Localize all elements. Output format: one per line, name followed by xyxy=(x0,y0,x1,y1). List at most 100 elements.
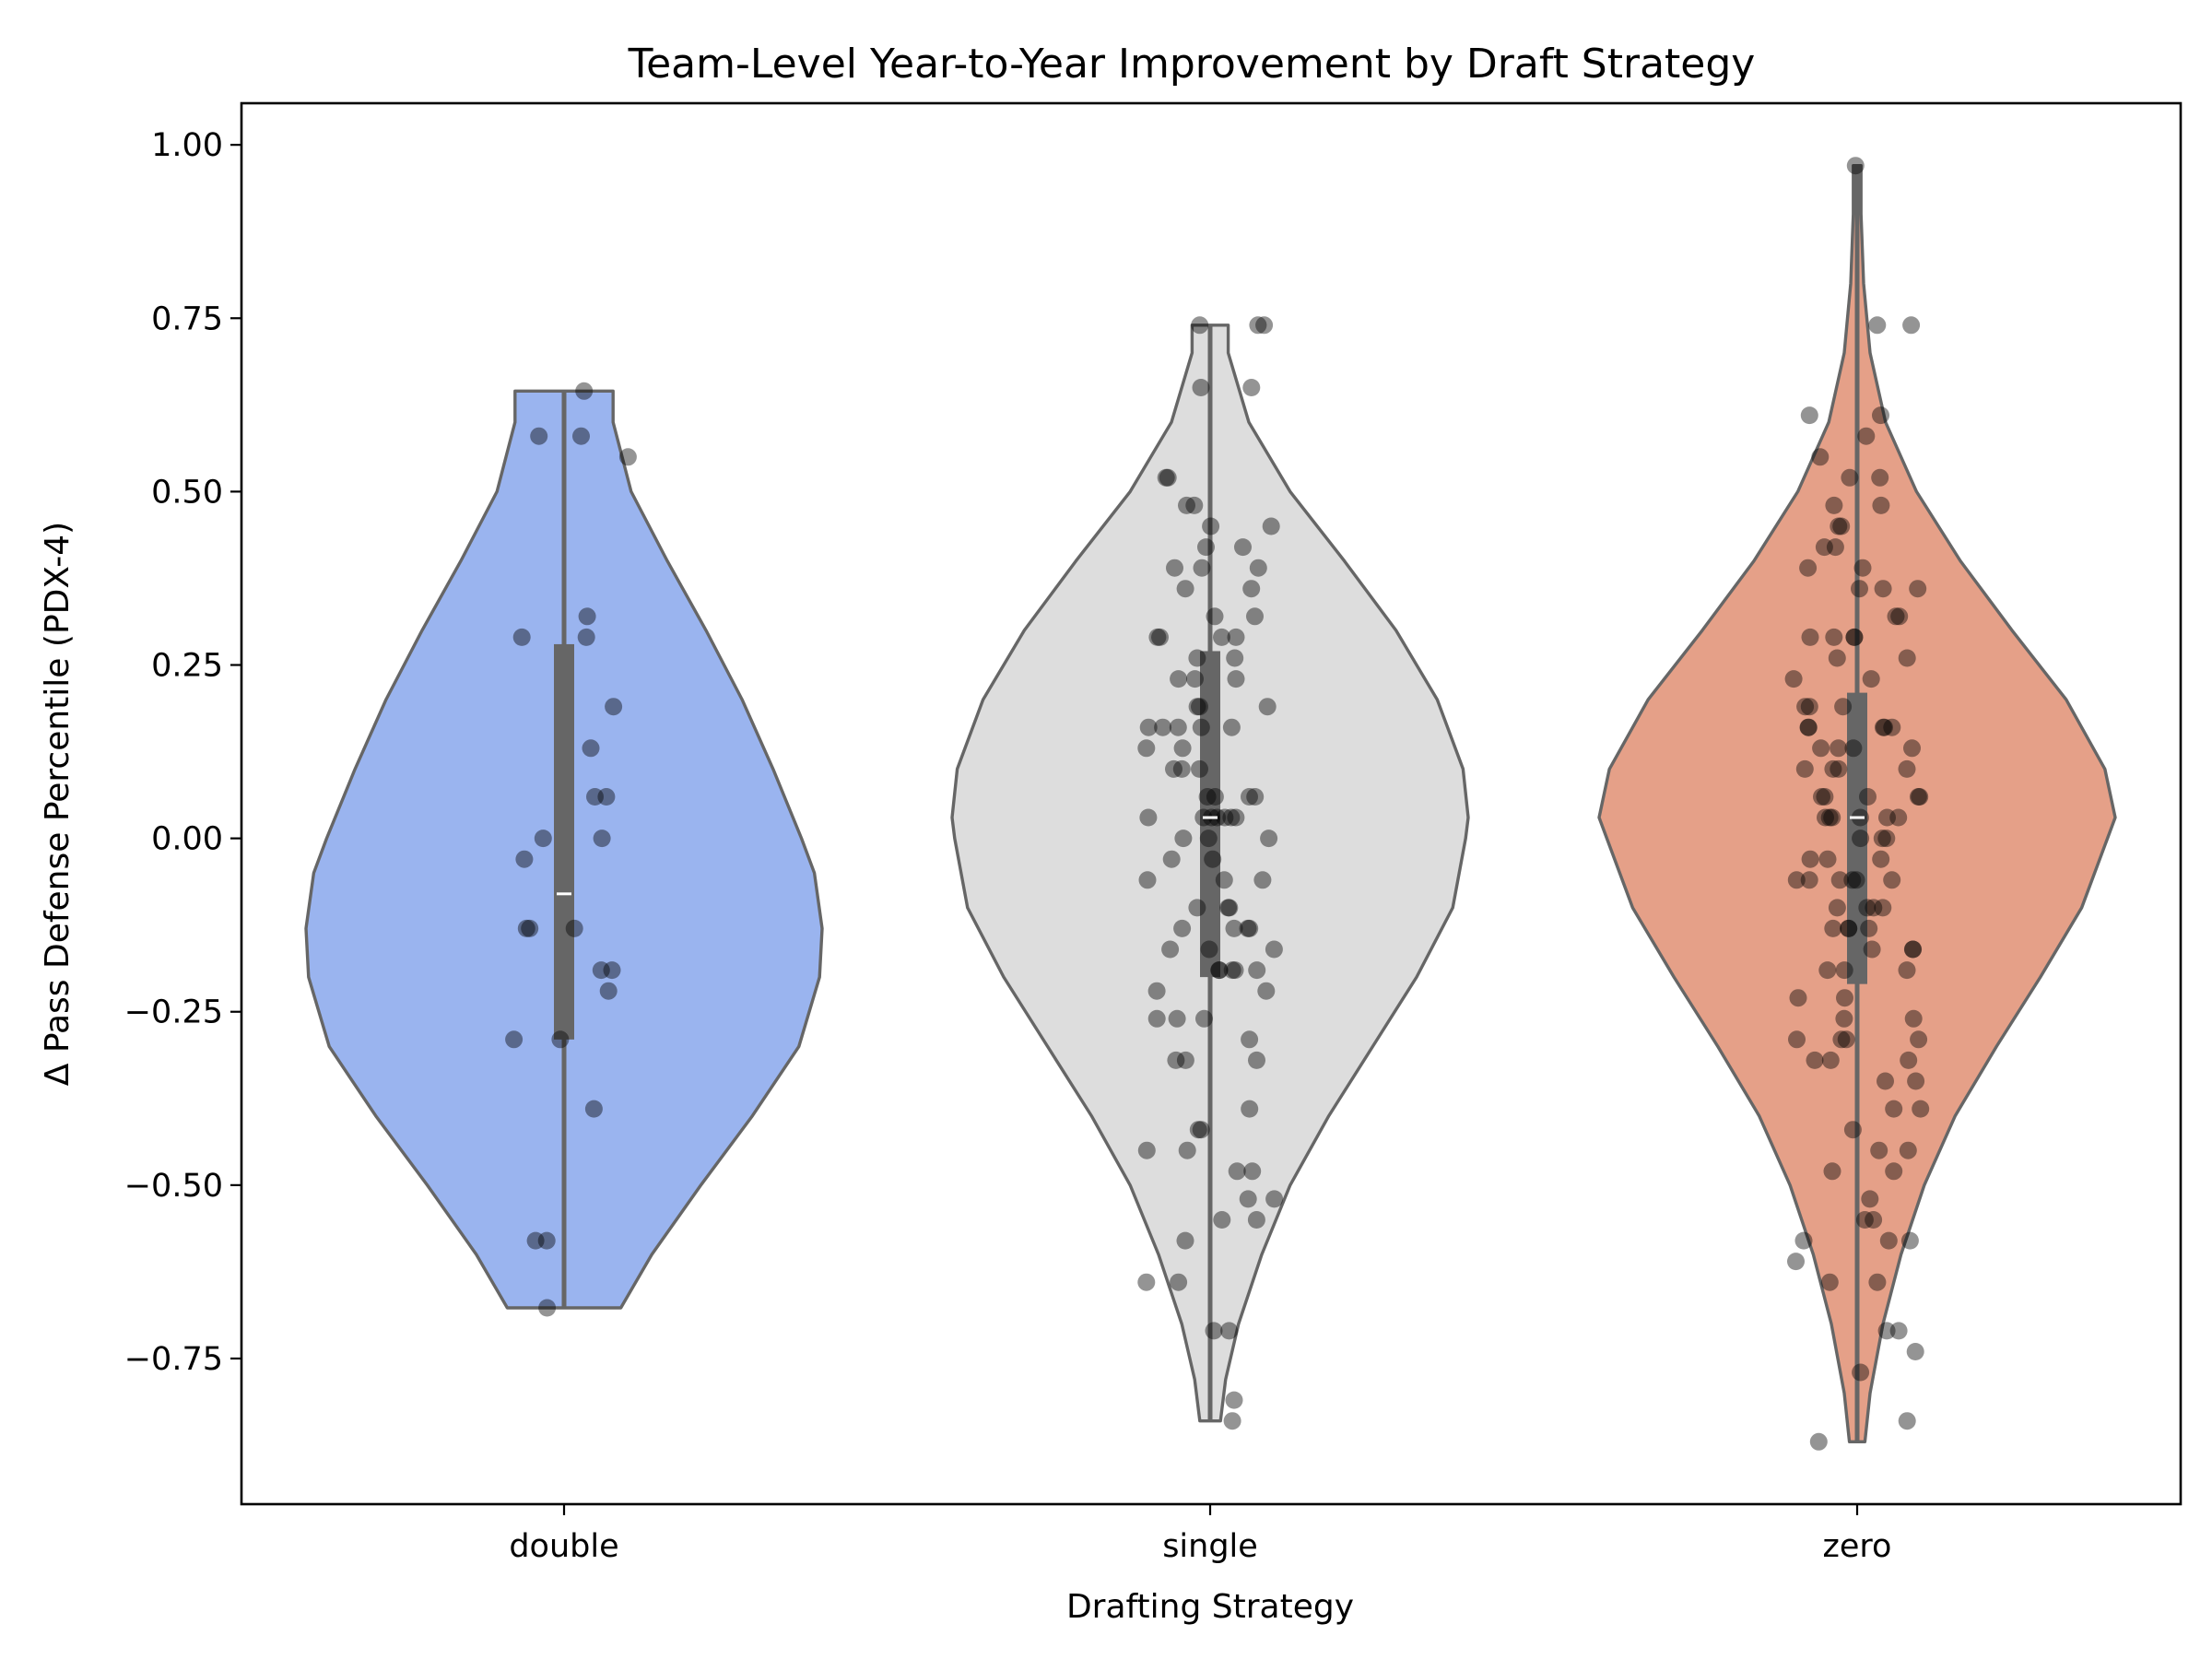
point-single xyxy=(1151,628,1169,646)
point-single xyxy=(1188,698,1206,716)
point-zero xyxy=(1868,316,1887,335)
point-zero xyxy=(1824,759,1842,778)
point-zero xyxy=(1878,808,1896,827)
point-zero xyxy=(1832,517,1851,535)
point-zero xyxy=(1799,718,1818,736)
y-tick-label: 0.75 xyxy=(151,300,223,337)
point-zero xyxy=(1861,1190,1879,1208)
point-single xyxy=(1199,830,1218,848)
point-single xyxy=(1147,1009,1166,1028)
point-zero xyxy=(1874,899,1892,917)
point-zero xyxy=(1788,1030,1806,1049)
point-single xyxy=(1222,808,1241,827)
point-zero xyxy=(1796,698,1815,716)
point-zero xyxy=(1812,739,1830,758)
point-zero xyxy=(1910,1030,1928,1049)
point-zero xyxy=(1909,788,1927,806)
point-single xyxy=(1248,961,1266,980)
point-single xyxy=(1255,316,1274,335)
point-single xyxy=(1166,559,1183,577)
point-zero xyxy=(1835,961,1853,980)
point-zero xyxy=(1830,517,1848,535)
point-zero xyxy=(1868,1273,1887,1291)
point-single xyxy=(1188,899,1206,917)
point-zero xyxy=(1898,1412,1916,1430)
point-double xyxy=(586,788,604,806)
point-zero xyxy=(1799,718,1818,736)
point-single xyxy=(1213,1211,1231,1229)
point-single xyxy=(1247,1211,1265,1229)
point-double xyxy=(584,1100,603,1118)
point-zero xyxy=(1865,899,1883,917)
point-zero xyxy=(1865,1211,1883,1229)
point-zero xyxy=(1860,919,1878,937)
point-single xyxy=(1249,559,1267,577)
point-single xyxy=(1242,580,1261,598)
y-tick-label: −0.75 xyxy=(124,1341,223,1378)
point-zero xyxy=(1887,607,1905,626)
point-single xyxy=(1189,1121,1207,1139)
point-zero xyxy=(1872,406,1889,425)
point-zero xyxy=(1809,1432,1828,1451)
y-tick-label: 0.50 xyxy=(151,474,223,511)
point-zero xyxy=(1818,850,1837,868)
point-zero xyxy=(1845,628,1864,646)
point-single xyxy=(1192,718,1210,736)
point-single xyxy=(1186,670,1204,688)
point-single xyxy=(1191,316,1209,335)
point-zero xyxy=(1885,1100,1903,1118)
point-single xyxy=(1139,718,1158,736)
point-single xyxy=(1192,1121,1210,1139)
y-axis-label: Δ Pass Defense Percentile (PDX-4) xyxy=(39,522,76,1086)
point-zero xyxy=(1800,698,1818,716)
point-zero xyxy=(1872,850,1890,868)
point-single xyxy=(1169,718,1187,736)
point-zero xyxy=(1900,1231,1919,1250)
point-single xyxy=(1185,496,1204,514)
point-single xyxy=(1239,1190,1257,1208)
point-zero xyxy=(1898,759,1916,778)
point-single xyxy=(1193,559,1211,577)
point-zero xyxy=(1874,718,1892,736)
point-single xyxy=(1226,649,1244,667)
point-single xyxy=(1253,871,1272,889)
point-zero xyxy=(1902,316,1921,335)
point-double xyxy=(593,830,611,848)
point-single xyxy=(1220,1322,1239,1340)
iqr-box-zero xyxy=(1847,692,1867,984)
point-zero xyxy=(1885,1162,1903,1181)
point-single xyxy=(1167,1051,1185,1069)
point-single xyxy=(1202,517,1220,535)
y-axis: −0.75 −0.50 −0.25 0.00 0.25 0.50 0.75 1.00 xyxy=(124,127,241,1378)
point-zero xyxy=(1859,788,1877,806)
point-zero xyxy=(1787,871,1806,889)
point-single xyxy=(1191,698,1208,716)
point-zero xyxy=(1846,157,1865,175)
point-zero xyxy=(1816,788,1834,806)
chart-title: Team-Level Year-to-Year Improvement by D… xyxy=(628,41,1756,88)
point-single xyxy=(1138,871,1157,889)
point-zero xyxy=(1903,940,1922,959)
point-double xyxy=(605,698,623,716)
point-single xyxy=(1219,899,1238,917)
point-single xyxy=(1206,607,1224,626)
point-zero xyxy=(1904,940,1923,959)
point-single xyxy=(1204,850,1222,868)
point-single xyxy=(1262,517,1280,535)
point-double xyxy=(526,1231,545,1250)
point-single xyxy=(1227,670,1245,688)
y-tick-label: 0.00 xyxy=(151,821,223,858)
point-single xyxy=(1227,808,1245,827)
point-zero xyxy=(1837,1030,1855,1049)
point-single xyxy=(1195,1009,1213,1028)
point-zero xyxy=(1847,871,1865,889)
y-tick-label: 0.25 xyxy=(151,648,223,685)
iqr-box-double xyxy=(554,643,574,1040)
point-double xyxy=(565,919,583,937)
point-single xyxy=(1210,961,1229,980)
point-double xyxy=(530,427,548,445)
point-single xyxy=(1243,1162,1262,1181)
point-zero xyxy=(1904,1009,1923,1028)
point-single xyxy=(1192,379,1210,396)
point-single xyxy=(1213,628,1230,646)
